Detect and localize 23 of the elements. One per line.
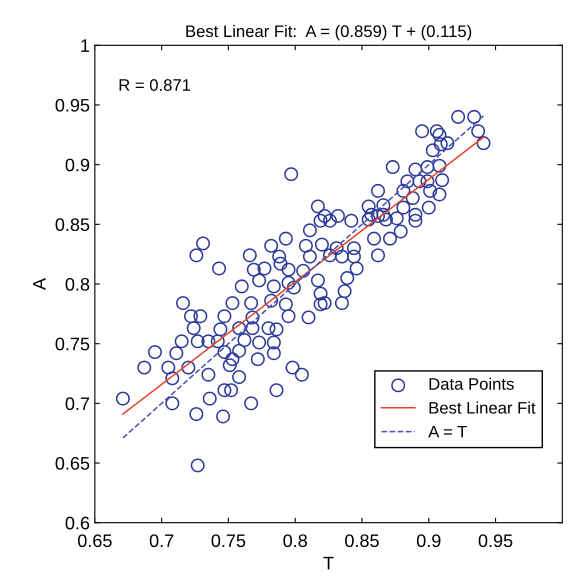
y-axis-title: A bbox=[33, 278, 46, 290]
y-tick-label: 0.9 bbox=[66, 158, 90, 172]
x-tick-label: 0.85 bbox=[345, 534, 379, 548]
legend-label: A = T bbox=[428, 426, 467, 438]
y-tick-label: 0.6 bbox=[66, 516, 90, 530]
chart-title: Best Linear Fit: A = (0.859) T + (0.115) bbox=[186, 24, 472, 40]
x-tick-label: 0.9 bbox=[416, 534, 440, 548]
y-tick-label: 0.8 bbox=[66, 278, 90, 291]
x-axis-title: T bbox=[323, 556, 334, 570]
x-tick-label: 0.65 bbox=[78, 534, 112, 548]
legend-label: Best Linear Fit bbox=[430, 401, 536, 414]
y-tick-label: 0.7 bbox=[66, 397, 90, 410]
y-tick-label: 0.75 bbox=[56, 338, 90, 350]
y-tick-label: 0.65 bbox=[56, 456, 90, 470]
y-tick-label: 0.85 bbox=[56, 218, 90, 232]
x-tick-label: 0.8 bbox=[283, 534, 307, 548]
legend-label: Data Points bbox=[430, 378, 514, 390]
x-tick-label: 0.75 bbox=[212, 534, 246, 548]
x-tick-label: 0.7 bbox=[150, 534, 174, 548]
y-tick-label: 1 bbox=[81, 39, 90, 52]
x-tick-label: 0.95 bbox=[478, 534, 512, 548]
y-tick-label: 0.95 bbox=[56, 98, 90, 112]
annotation: R = 0.871 bbox=[120, 79, 190, 91]
